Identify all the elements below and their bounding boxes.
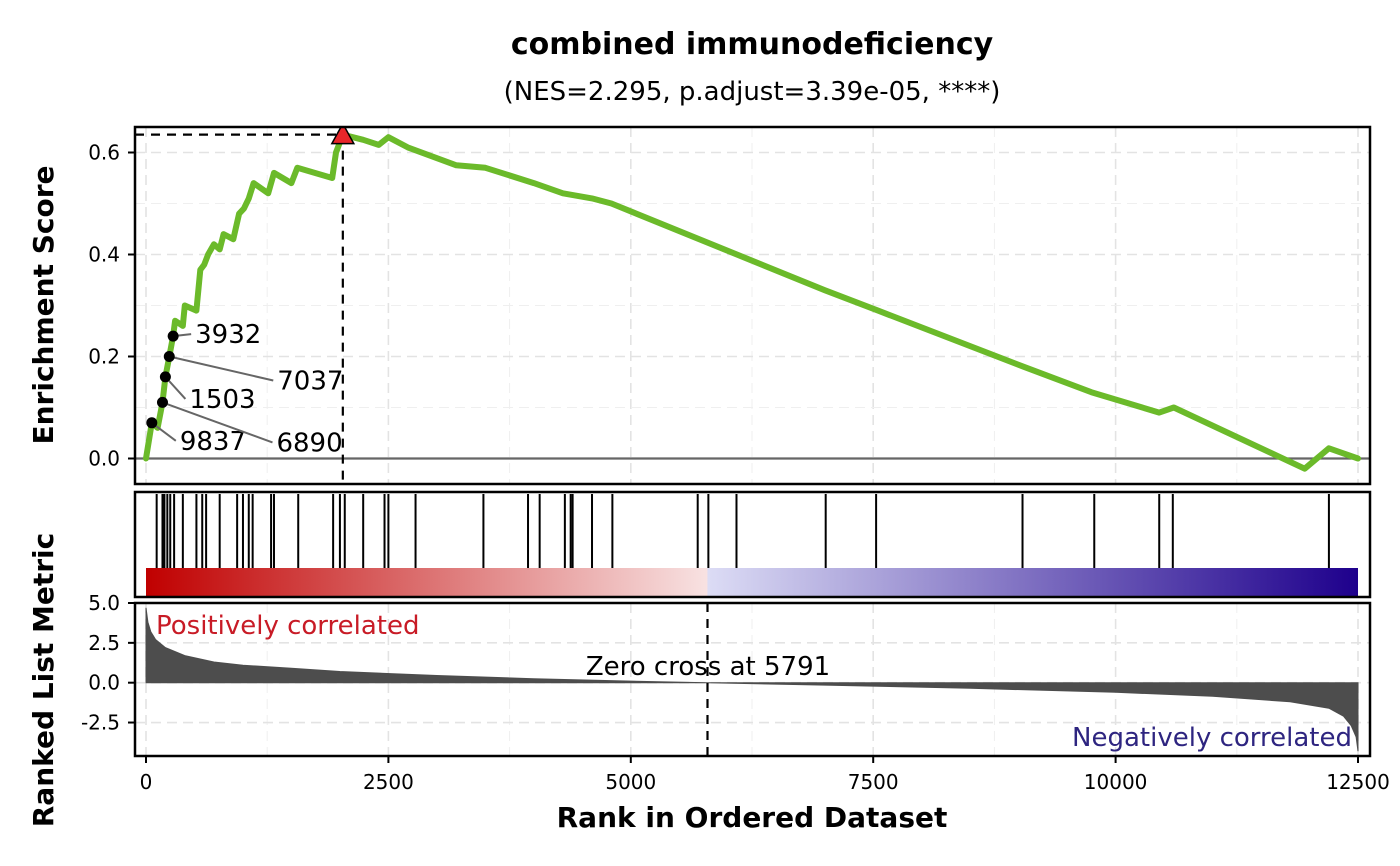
zero-cross-label: Zero cross at 5791 xyxy=(586,652,830,682)
rank-heatmap-bar xyxy=(146,568,1358,597)
enrichment-score-axis-title: Enrichment Score xyxy=(27,165,60,444)
running-score-line xyxy=(143,131,1361,472)
negatively-correlated-label: Negatively correlated xyxy=(1072,723,1352,753)
x-tick-label: 2500 xyxy=(363,770,414,794)
gene-hits-panel xyxy=(133,490,1372,599)
gene-label: 7037 xyxy=(277,367,343,397)
ranked-metric-area xyxy=(145,607,1359,752)
top-y-tick-label: 0.0 xyxy=(88,447,120,471)
x-tick-label: 7500 xyxy=(848,770,899,794)
gene-label: 6890 xyxy=(276,428,342,458)
bottom-y-tick-label: 5.0 xyxy=(88,591,120,615)
gene-point xyxy=(167,330,179,342)
gene-label-leader xyxy=(162,401,273,444)
gene-label: 9837 xyxy=(180,427,246,457)
positively-correlated-label: Positively correlated xyxy=(156,611,420,641)
gene-point xyxy=(146,417,158,429)
top-y-tick-label: 0.6 xyxy=(88,141,120,165)
bottom-y-tick-label: 0.0 xyxy=(88,671,120,695)
chart-title: combined immunodeficiency xyxy=(511,27,994,62)
gene-point xyxy=(163,351,175,362)
gene-hits-frame xyxy=(133,490,1372,599)
gene-point xyxy=(159,371,171,383)
x-tick-label: 0 xyxy=(140,770,153,794)
peak-marker xyxy=(330,127,356,145)
top-y-tick-label: 0.2 xyxy=(88,345,120,369)
chart-subtitle: (NES=2.295, p.adjust=3.39e-05, ****) xyxy=(504,77,1001,107)
enrichment-score-panel: 9837 6890 1503 7037 3932 0.0 0.2 0.4 0.6 Enrich… xyxy=(27,125,1372,486)
top-y-tick-label: 0.4 xyxy=(88,243,120,267)
x-tick-label: 10000 xyxy=(1084,770,1148,794)
gene-label: 3932 xyxy=(195,320,261,350)
x-axis-title: Rank in Ordered Dataset xyxy=(557,801,948,834)
gene-label: 1503 xyxy=(189,385,255,415)
enrichment-score-frame xyxy=(133,125,1372,486)
gene-label-leader xyxy=(169,355,274,382)
x-tick-label: 12500 xyxy=(1326,770,1390,794)
ranked-list-panel: Positively correlated Negatively correla… xyxy=(27,533,1390,834)
bottom-y-tick-label: 2.5 xyxy=(88,631,120,655)
bottom-y-tick-label: -2.5 xyxy=(81,711,120,735)
ranked-list-axis-title: Ranked List Metric xyxy=(27,533,60,828)
x-tick-label: 5000 xyxy=(605,770,656,794)
ranked-list-frame xyxy=(133,601,1372,758)
gene-point xyxy=(156,396,168,408)
